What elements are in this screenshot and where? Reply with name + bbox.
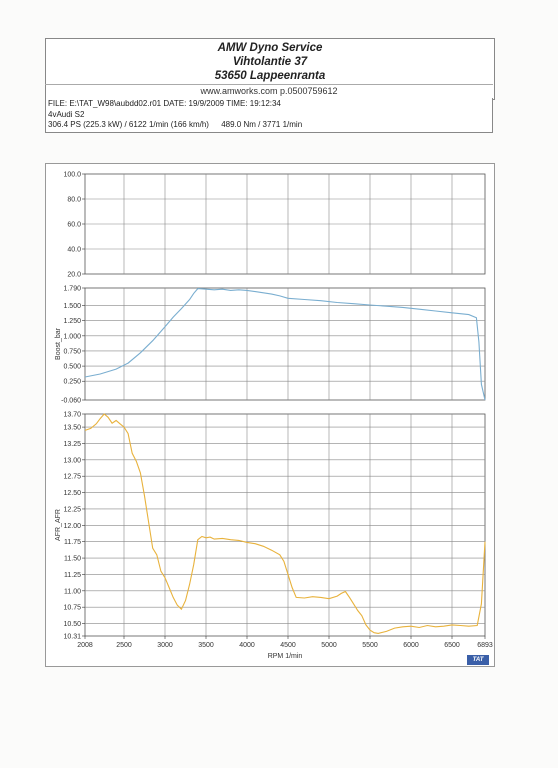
peak-torque: 489.0 Nm / 3771 1/min [221,120,303,129]
y-tick-label: 1.250 [63,318,81,325]
y-tick-label: 13.25 [63,441,81,448]
plot-area-2 [84,287,486,401]
y-tick-label: 1.500 [63,303,81,310]
boost-series-line [84,288,486,401]
street-address: Vihtolantie 37 [232,56,308,68]
car-name: 4vAudi S2 [48,109,85,119]
file-line: FILE: E:\TAT_W98\aubdd02.r01 DATE: 19/9/… [48,99,492,110]
x-axis-label: RPM 1/min [268,653,303,660]
run-time: TIME: 19:12:34 [226,99,281,108]
y-tick-label: 11.50 [64,556,81,563]
result-line: 306.4 PS (225.3 kW) / 6122 1/min (166 km… [48,120,492,131]
y-tick-label: 100.0 [63,172,81,179]
y-tick-label: 12.75 [63,474,81,481]
tat-logo: TAT [467,655,489,665]
x-tick-label: 6500 [444,642,460,649]
peak-power: 306.4 PS (225.3 kW) / 6122 1/min (166 km… [48,120,209,129]
y-tick-label: 11.25 [64,572,81,579]
x-tick-label: 4000 [239,642,255,649]
y-tick-label: 11.75 [64,539,81,546]
dyno-header: AMW Dyno Service Vihtolantie 37 53650 La… [45,38,495,100]
y-tick-label: 12.25 [63,506,81,513]
y-tick-label: 13.00 [63,457,81,464]
y-tick-label: 10.50 [63,621,81,628]
run-info: FILE: E:\TAT_W98\aubdd02.r01 DATE: 19/9/… [45,98,493,133]
website-contact: www.amworks.com p.0500759612 [45,84,493,99]
y-tick-label: 10.31 [63,634,81,641]
x-tick-label: 5500 [362,642,378,649]
x-tick-label: 4500 [280,642,296,649]
y-tick-label: 0.750 [63,348,81,355]
x-tick-label: 3000 [157,642,173,649]
y-tick-label: 60.0 [67,222,81,229]
y-tick-label: -0.060 [61,398,81,405]
y-tick-label: 80.0 [67,197,81,204]
y-tick-label: 13.50 [63,425,81,432]
y-tick-label: 10.75 [63,605,81,612]
y-tick-label: 0.250 [63,379,81,386]
y-tick-label: 20.0 [67,272,81,279]
x-tick-label: 2008 [77,642,93,649]
y-axis-label: Boost_bar [55,327,62,360]
y-tick-label: 0.500 [63,364,81,371]
y-tick-label: 11.00 [64,588,81,595]
x-tick-label: 2500 [116,642,132,649]
y-tick-label: 13.70 [63,412,81,419]
y-tick-label: 40.0 [67,247,81,254]
plot-area-3 [84,413,486,637]
y-axis-label: AFR_AFR [55,509,62,541]
city-address: 53650 Lappeenranta [214,70,326,82]
y-tick-label: 1.000 [63,333,81,340]
company-name: AMW Dyno Service [217,42,323,54]
x-tick-label: 5000 [321,642,337,649]
y-tick-label: 12.50 [63,490,81,497]
x-tick-label: 6893 [477,642,493,649]
x-tick-label: 3500 [198,642,214,649]
y-tick-label: 1.790 [63,286,81,293]
run-date: DATE: 19/9/2009 [163,99,225,108]
x-tick-label: 6000 [403,642,419,649]
afr-series-line [84,413,486,634]
file-path: FILE: E:\TAT_W98\aubdd02.r01 [48,99,162,108]
y-tick-label: 12.00 [63,523,81,530]
